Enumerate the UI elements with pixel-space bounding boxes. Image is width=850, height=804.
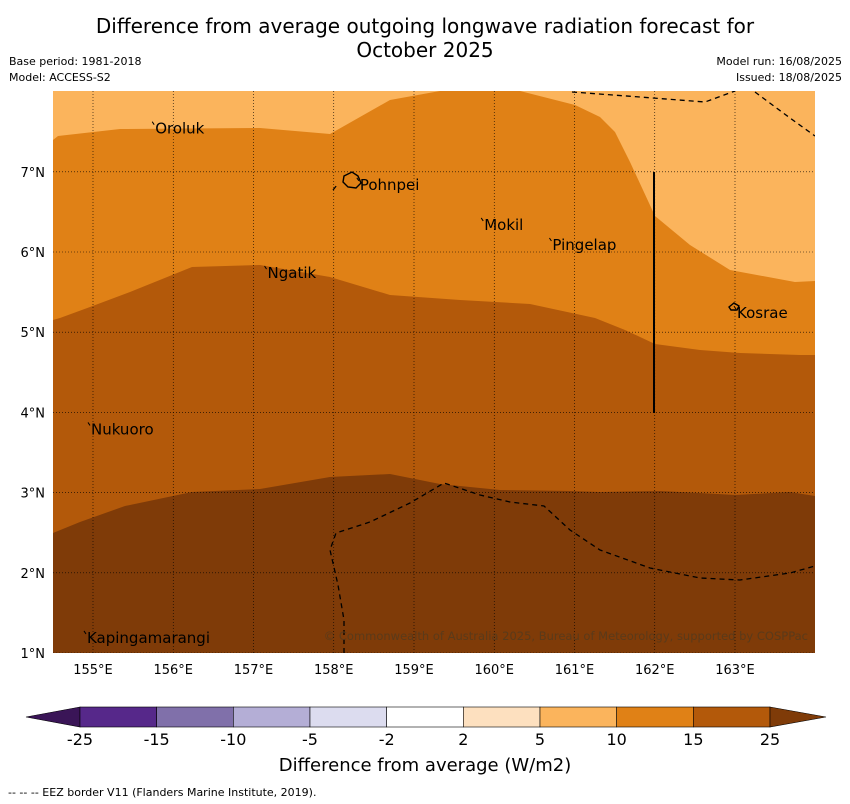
lon-tick-label: 162°E — [635, 663, 675, 678]
eez-legend-footer: -- -- -- EEZ border V11 (Flanders Marine… — [8, 786, 317, 799]
colorbar-extend-high — [769, 706, 827, 728]
place-label-nukuoro: Nukuoro — [91, 420, 154, 438]
lat-tick-label: 4°N — [21, 406, 46, 421]
place-label-kapingamarangi: Kapingamarangi — [87, 629, 210, 647]
place-label-oroluk: Oroluk — [155, 120, 204, 138]
colorbar-tick-label: 15 — [683, 730, 703, 749]
place-marker — [87, 422, 91, 426]
base-period-text: Base period: 1981-2018 — [9, 55, 142, 68]
lat-tick-label: 2°N — [21, 567, 46, 582]
lat-tick-label: 7°N — [21, 166, 46, 181]
colorbar-tick-label: 25 — [760, 730, 780, 749]
lon-tick-label: 158°E — [314, 663, 354, 678]
colorbar-segment — [539, 706, 617, 728]
place-label-pingelap: Pingelap — [552, 236, 616, 254]
colorbar-tick-label: -25 — [67, 730, 93, 749]
chart-title: Difference from average outgoing longwav… — [0, 14, 850, 62]
lon-tick-label: 156°E — [153, 663, 193, 678]
graticule — [53, 91, 815, 653]
lon-tick-label: 159°E — [394, 663, 434, 678]
colorbar-tick-label: -2 — [379, 730, 395, 749]
place-marker — [733, 305, 737, 310]
colorbar-segment — [156, 706, 234, 728]
place-label-mokil: Mokil — [484, 216, 523, 234]
colorbar-segment — [233, 706, 311, 728]
colorbar-tick-label: -5 — [302, 730, 318, 749]
colorbar — [25, 706, 827, 728]
colorbar-segment — [79, 706, 157, 728]
colorbar-tick-label: -15 — [144, 730, 170, 749]
issued-text: Issued: 18/08/2025 — [735, 71, 842, 84]
place-marker — [356, 177, 360, 182]
model-text: Model: ACCESS-S2 — [9, 71, 111, 84]
place-label-kosrae: Kosrae — [737, 304, 788, 322]
lat-tick-label: 6°N — [21, 246, 46, 261]
metadata-left: Base period: 1981-2018 Model: ACCESS-S2 — [9, 54, 141, 86]
pohnpei-coastline — [342, 171, 362, 189]
colorbar-segment — [386, 706, 464, 728]
lon-tick-label: 163°E — [715, 663, 755, 678]
place-labels: Oroluk Pohnpei Mokil Pingelap Ngatik Kosrae Nu… — [83, 120, 788, 647]
lon-tick-label: 155°E — [73, 663, 113, 678]
place-label-pohnpei: Pohnpei — [360, 176, 420, 194]
copyright-text: © Commonwealth of Australia 2025, Bureau… — [324, 629, 808, 643]
model-run-text: Model run: 16/08/2025 — [716, 55, 842, 68]
title-line-2: October 2025 — [356, 38, 494, 62]
colorbar-segment — [693, 706, 771, 728]
colorbar-segment — [463, 706, 541, 728]
place-marker — [83, 630, 87, 635]
eez-borders — [329, 91, 815, 653]
lat-tick-label: 5°N — [21, 326, 46, 341]
metadata-right: Model run: 16/08/2025 Issued: 18/08/2025 — [716, 54, 842, 86]
colorbar-tick-labels: -25 -15 -10 -5 -2 2 5 10 15 25 — [67, 730, 780, 749]
colorbar-extend-low — [25, 706, 81, 728]
lon-tick-label: 161°E — [555, 663, 595, 678]
colorbar-tick-label: 2 — [458, 730, 468, 749]
colorbar-tick-label: -10 — [220, 730, 246, 749]
map-field: Oroluk Pohnpei Mokil Pingelap Ngatik Kosrae Nu… — [53, 91, 815, 653]
latitude-tick-labels: 7°N 6°N 5°N 4°N 3°N 2°N 1°N — [21, 166, 46, 662]
colorbar-segment — [309, 706, 387, 728]
place-marker — [151, 121, 155, 125]
place-marker — [549, 237, 552, 242]
colorbar-tick-label: 10 — [606, 730, 626, 749]
lon-tick-label: 157°E — [234, 663, 274, 678]
kosrae-coastline — [728, 302, 740, 311]
band-above-25 — [53, 474, 815, 653]
place-marker — [264, 265, 267, 270]
place-marker — [480, 217, 484, 222]
place-label-ngatik: Ngatik — [268, 264, 317, 282]
lat-tick-label: 1°N — [21, 647, 46, 662]
colorbar-label: Difference from average (W/m2) — [278, 755, 572, 776]
longitude-tick-labels: 155°E 156°E 157°E 158°E 159°E 160°E 161°E 162°E… — [73, 663, 755, 678]
title-line-1: Difference from average outgoing longwav… — [95, 14, 755, 38]
colorbar-segment — [616, 706, 694, 728]
lat-tick-label: 3°N — [21, 487, 46, 502]
colorbar-tick-label: 5 — [535, 730, 545, 749]
lon-tick-label: 160°E — [474, 663, 514, 678]
